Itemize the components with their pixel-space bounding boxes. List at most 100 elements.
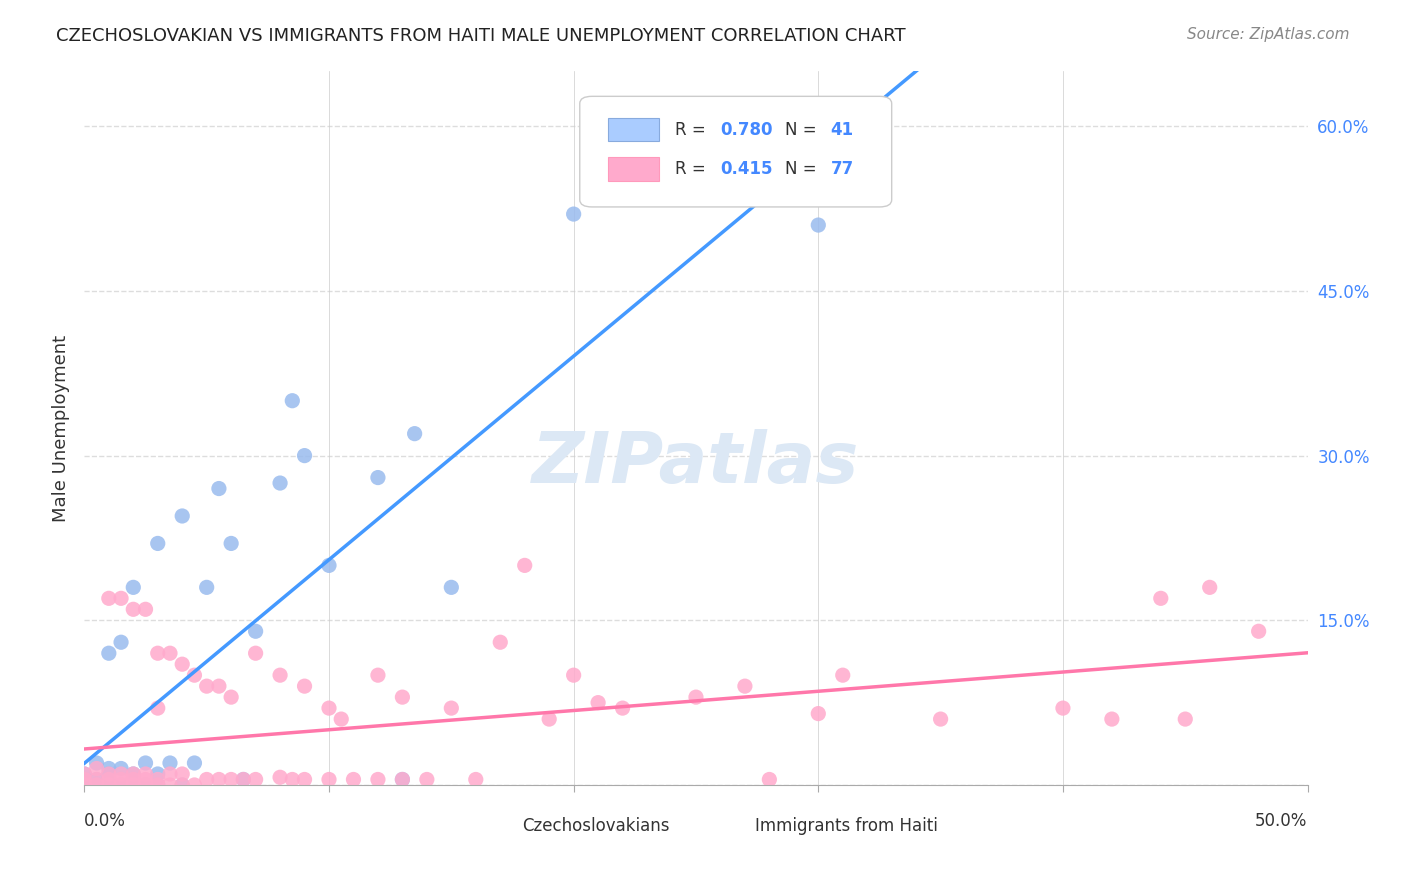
Point [172,657,194,672]
Point [734,679,756,693]
Point [73,767,96,781]
Point [110,778,132,792]
Point [404,426,426,441]
Point [294,772,316,787]
Point [122,580,145,594]
Text: 0.780: 0.780 [720,121,773,139]
Point [1150,591,1173,606]
Point [86,762,108,776]
Point [562,207,585,221]
Point [1101,712,1123,726]
Point [146,536,169,550]
Point [146,646,169,660]
Point [146,778,169,792]
Point [122,778,145,792]
Point [330,712,353,726]
Point [73,772,96,787]
Point [135,772,157,787]
Point [135,602,157,616]
Point [367,470,389,484]
Text: 77: 77 [831,161,853,178]
Point [135,778,157,792]
Point [97,778,120,792]
Point [219,536,242,550]
Text: Czechoslovakians: Czechoslovakians [522,817,669,835]
Point [110,778,132,792]
Point [159,778,181,792]
Text: N =: N = [786,121,823,139]
Point [97,591,120,606]
Point [146,772,169,787]
Point [281,772,304,787]
Text: Source: ZipAtlas.com: Source: ZipAtlas.com [1187,27,1350,42]
Point [110,591,132,606]
Point [97,772,120,787]
Point [1052,701,1074,715]
FancyBboxPatch shape [579,96,891,207]
Point [159,646,181,660]
Point [208,772,231,787]
Point [172,508,194,523]
Point [269,668,291,682]
Text: 41: 41 [831,121,853,139]
Point [195,580,218,594]
Text: N =: N = [786,161,823,178]
Point [208,482,231,496]
Point [73,772,96,787]
Point [122,772,145,787]
Point [612,701,634,715]
Point [281,393,304,408]
Point [86,778,108,792]
Text: 50.0%: 50.0% [1256,812,1308,830]
Point [97,778,120,792]
Point [110,635,132,649]
Point [685,690,707,705]
Point [294,679,316,693]
Point [172,778,194,792]
Point [269,770,291,784]
Point [489,635,512,649]
Point [146,778,169,792]
Point [245,624,267,639]
Point [1247,624,1270,639]
Point [294,449,316,463]
Point [318,701,340,715]
Point [195,772,218,787]
Point [440,701,463,715]
Point [110,772,132,787]
Point [110,762,132,776]
Point [1198,580,1220,594]
Point [97,767,120,781]
Point [391,690,413,705]
Point [159,756,181,770]
Point [391,772,413,787]
Point [122,767,145,781]
Point [391,772,413,787]
Point [219,690,242,705]
Y-axis label: Male Unemployment: Male Unemployment [52,334,70,522]
Point [513,558,536,573]
Point [110,767,132,781]
Point [146,701,169,715]
Point [195,679,218,693]
Point [86,778,108,792]
Point [318,558,340,573]
Point [318,772,340,787]
Point [159,767,181,781]
Point [97,772,120,787]
Text: 0.415: 0.415 [720,161,773,178]
Point [146,767,169,781]
Point [183,668,205,682]
FancyBboxPatch shape [607,118,659,141]
Point [135,767,157,781]
Point [831,668,853,682]
Point [86,772,108,787]
Point [219,772,242,787]
Point [135,756,157,770]
Point [367,772,389,787]
Point [342,772,364,787]
Point [86,756,108,770]
FancyBboxPatch shape [714,815,747,837]
FancyBboxPatch shape [482,815,513,837]
Point [172,778,194,792]
